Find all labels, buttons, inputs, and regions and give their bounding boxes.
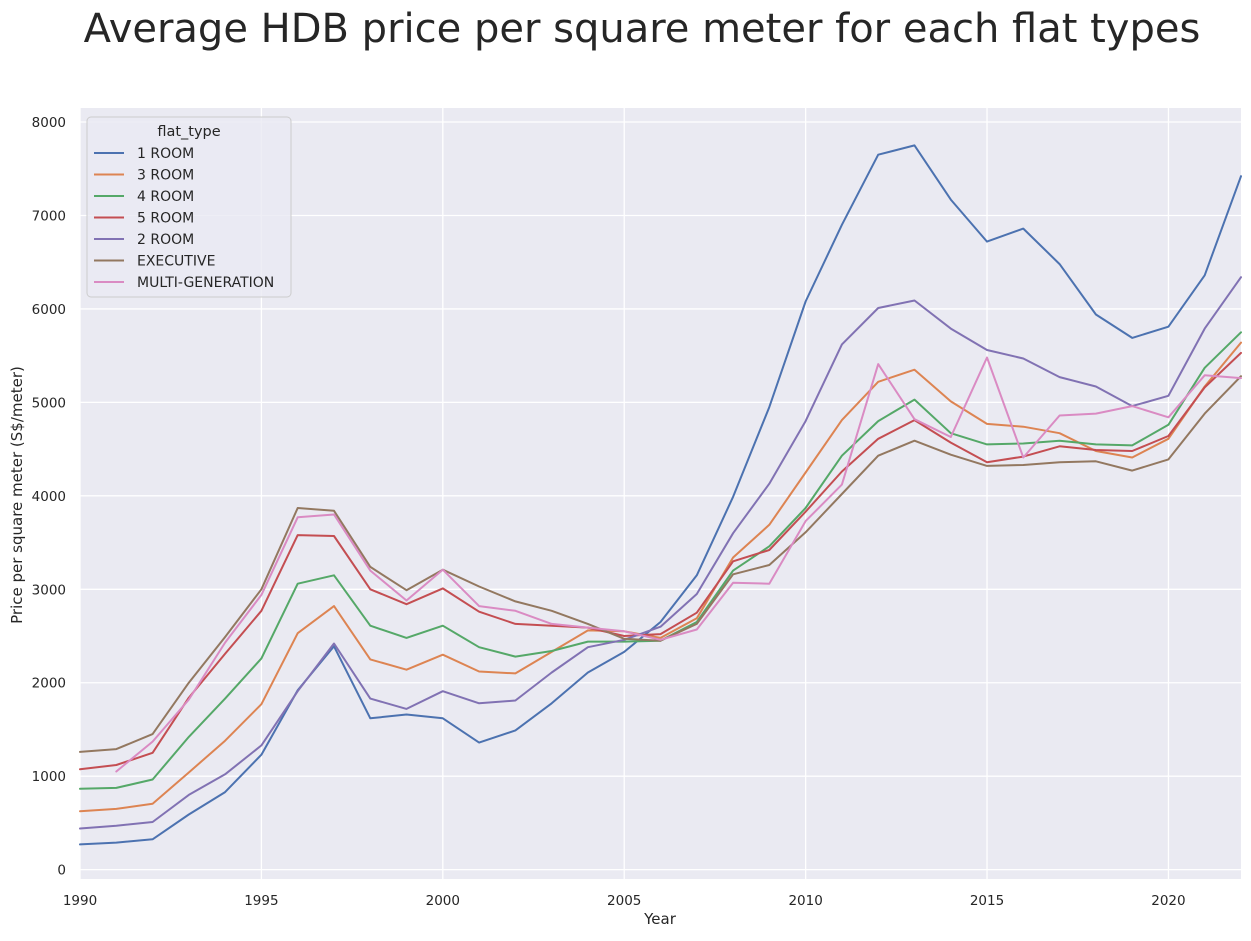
x-axis-label: Year bbox=[643, 910, 677, 928]
x-tick-label: 2015 bbox=[970, 893, 1004, 909]
grid-lines bbox=[79, 108, 1241, 879]
legend-items: 1 ROOM 3 ROOM 4 ROOM 5 ROOM 2 ROOM EXECUTIVE M… bbox=[94, 146, 274, 291]
y-tick-label: 8000 bbox=[32, 115, 66, 131]
legend: flat_type 1 ROOM 3 ROOM 4 ROOM 5 ROOM 2 ROOM… bbox=[86, 116, 292, 298]
y-tick-label: 6000 bbox=[32, 302, 66, 318]
series-line-2-room bbox=[79, 276, 1242, 830]
legend-entry-label: 1 ROOM bbox=[137, 146, 194, 162]
x-tick-label: 2005 bbox=[607, 893, 641, 909]
series-line-3-room bbox=[79, 341, 1242, 813]
y-tick-label: 5000 bbox=[32, 395, 66, 411]
legend-entry-label: 2 ROOM bbox=[137, 232, 194, 248]
chart-title: Average HDB price per square meter for e… bbox=[84, 6, 1201, 52]
y-tick-labels: 0 1000 2000 3000 4000 5000 6000 7000 8000 bbox=[32, 115, 66, 879]
series-line-5-room bbox=[79, 351, 1242, 771]
y-axis-label: Price per square meter (S$/meter) bbox=[8, 366, 26, 624]
legend-entry-label: EXECUTIVE bbox=[137, 254, 215, 270]
legend-entry-label: 5 ROOM bbox=[137, 211, 194, 227]
y-tick-label: 4000 bbox=[32, 489, 66, 505]
legend-entry-label: 4 ROOM bbox=[137, 189, 194, 205]
y-tick-label: 7000 bbox=[32, 208, 66, 224]
legend-entry-label: MULTI-GENERATION bbox=[137, 275, 274, 291]
x-tick-label: 2010 bbox=[788, 893, 822, 909]
series-lines bbox=[79, 144, 1242, 846]
series-line-1-room bbox=[79, 144, 1242, 846]
y-tick-label: 0 bbox=[57, 863, 66, 879]
legend-title: flat_type bbox=[157, 124, 220, 140]
x-tick-label: 2020 bbox=[1151, 893, 1185, 909]
y-tick-label: 1000 bbox=[32, 769, 66, 785]
y-tick-label: 2000 bbox=[32, 676, 66, 692]
x-tick-labels: 1990 1995 2000 2005 2010 2015 2020 bbox=[63, 893, 1186, 909]
y-tick-label: 3000 bbox=[32, 582, 66, 598]
x-tick-label: 1990 bbox=[63, 893, 97, 909]
x-tick-label: 1995 bbox=[244, 893, 278, 909]
x-tick-label: 2000 bbox=[426, 893, 460, 909]
legend-entry-label: 3 ROOM bbox=[137, 168, 194, 184]
legend-box bbox=[86, 116, 292, 298]
series-line-multi-generation bbox=[115, 356, 1242, 773]
